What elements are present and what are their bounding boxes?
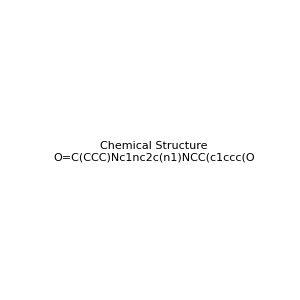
Text: Chemical Structure
O=C(CCC)Nc1nc2c(n1)NCC(c1ccc(O: Chemical Structure O=C(CCC)Nc1nc2c(n1)NC… xyxy=(53,141,255,162)
